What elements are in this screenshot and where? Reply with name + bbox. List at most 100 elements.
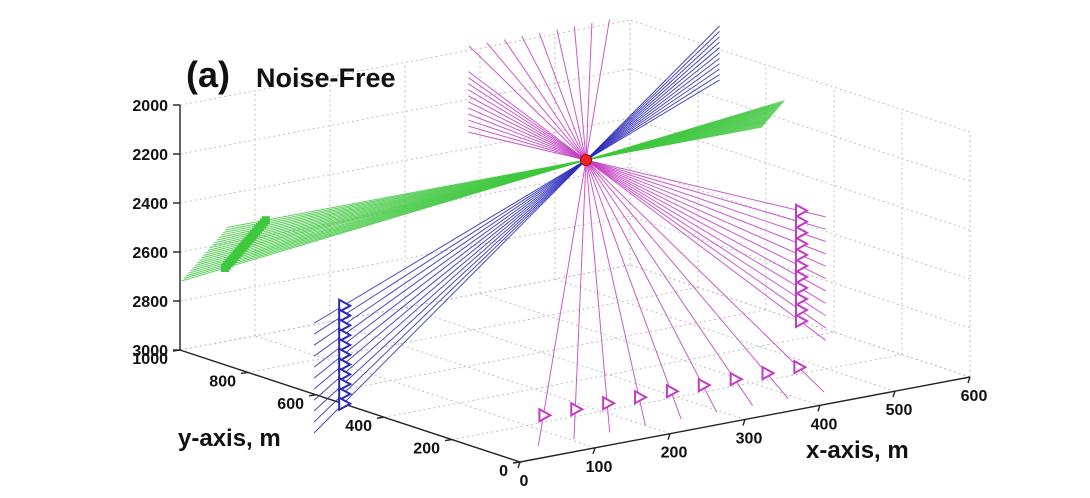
magenta-vertical-ray [468, 125, 826, 230]
blue-array-ray [313, 57, 720, 368]
magenta-vertical-ray [468, 83, 826, 317]
grid-line [315, 309, 767, 396]
blue-array-receiver [338, 386, 353, 402]
y-tick-label: 0 [499, 463, 508, 480]
source-marker [580, 154, 592, 167]
axis-lines [172, 104, 971, 469]
x-tick-mark [892, 390, 896, 398]
green-array-ray [227, 126, 763, 228]
y-tick-mark [240, 371, 249, 375]
magenta-vertical-ray [468, 89, 826, 304]
receiver-markers [221, 203, 810, 423]
magenta-vertical-ray [468, 131, 826, 218]
blue-array-ray [313, 25, 720, 434]
blue-array-receiver [338, 298, 353, 314]
y-tick-label: 400 [345, 418, 372, 435]
blue-array-ray [313, 47, 720, 390]
magenta-horizontal-ray [556, 29, 646, 426]
blue-array-ray [313, 41, 720, 401]
z-tick-label: 2000 [132, 98, 168, 115]
x-tick-mark [517, 461, 521, 469]
blue-array-receiver [338, 366, 353, 383]
magenta-vertical-receiver [795, 291, 810, 307]
magenta-vertical-receiver [795, 302, 810, 318]
blue-array-receiver [338, 337, 353, 353]
blue-array-receiver [338, 356, 353, 373]
grid-line [179, 68, 631, 155]
blue-array-receiver [338, 376, 353, 392]
y-tick-mark [376, 416, 385, 419]
magenta-horizontal-ray [537, 19, 610, 446]
blue-array-receiver [338, 317, 353, 334]
z-tick-label: 2400 [132, 196, 168, 213]
grid-line [179, 117, 631, 204]
magenta-vertical-receiver [795, 258, 810, 274]
x-tick-mark [592, 447, 596, 455]
grid-line [451, 354, 903, 441]
y-tick-mark [512, 461, 521, 464]
magenta-horizontal-ray [503, 39, 753, 406]
x-tick-mark [817, 405, 821, 412]
x-tick-label: 400 [811, 416, 838, 433]
magenta-vertical-receiver [795, 225, 810, 241]
magenta-horizontal-receiver [602, 395, 617, 411]
blue-array-ray [313, 68, 720, 346]
y-tick-mark [444, 438, 453, 442]
x-tick-label: 600 [961, 388, 988, 405]
magenta-horizontal-ray [468, 45, 825, 393]
magenta-horizontal-ray [521, 35, 718, 413]
magenta-horizontal-receiver [697, 377, 712, 393]
magenta-horizontal-ray [486, 42, 789, 400]
magenta-vertical-receiver [795, 214, 810, 230]
grid-line [179, 19, 631, 106]
blue-array-ray [313, 79, 720, 324]
magenta-vertical-receiver [795, 247, 810, 263]
panel-label: (a) [186, 54, 230, 95]
blue-array-ray [313, 36, 720, 412]
green-array-ray [222, 123, 765, 233]
y-tick-label: 1000 [132, 351, 168, 368]
tick-labels: 0 100 200 300 400 500 600 0 200 400 600 800 1000 2000… [132, 98, 987, 490]
x-tick-mark [667, 433, 671, 440]
blue-array-receiver [338, 327, 353, 343]
magenta-vertical-receiver [795, 313, 810, 329]
magenta-vertical-ray [468, 119, 826, 243]
magenta-vertical-ray [468, 95, 826, 292]
source-point [580, 154, 592, 167]
blue-array-ray [313, 74, 720, 335]
z-tick-label: 2200 [132, 147, 168, 164]
grid-line [179, 264, 631, 351]
y-axis-line [179, 349, 521, 463]
green-array-ray [225, 125, 764, 231]
z-tick-label: 2600 [132, 245, 168, 262]
x-tick-label: 0 [520, 473, 529, 490]
z-tick-label: 2800 [132, 294, 168, 311]
y-tick-mark [308, 394, 317, 397]
blue-array-receiver [338, 347, 353, 363]
x-tick-label: 300 [736, 431, 763, 448]
x-tick-label: 200 [661, 445, 688, 462]
magenta-vertical-receiver [795, 203, 810, 219]
magenta-vertical-ray [468, 77, 826, 329]
grid-line [383, 331, 835, 418]
y-tick-label: 800 [209, 373, 236, 390]
magenta-vertical-ray [468, 113, 826, 255]
x-tick-mark [742, 419, 746, 426]
ray-paths [181, 19, 826, 446]
blue-array-receiver [338, 307, 353, 324]
y-axis-label: y-axis, m [178, 425, 281, 452]
magenta-vertical-receiver [795, 236, 810, 252]
z-tick-label: 3000 [132, 343, 168, 360]
blue-array-ray [313, 31, 720, 423]
x-tick-label: 500 [886, 402, 913, 419]
x-tick-label: 100 [586, 459, 613, 476]
y-tick-label: 200 [413, 441, 440, 458]
magenta-horizontal-ray [573, 22, 593, 440]
magenta-vertical-receiver [795, 280, 810, 296]
grid-line [629, 68, 971, 182]
magenta-horizontal-ray [538, 32, 682, 420]
magenta-horizontal-ray [573, 26, 611, 433]
blue-array-ray [313, 52, 720, 379]
magenta-vertical-ray [468, 107, 826, 267]
